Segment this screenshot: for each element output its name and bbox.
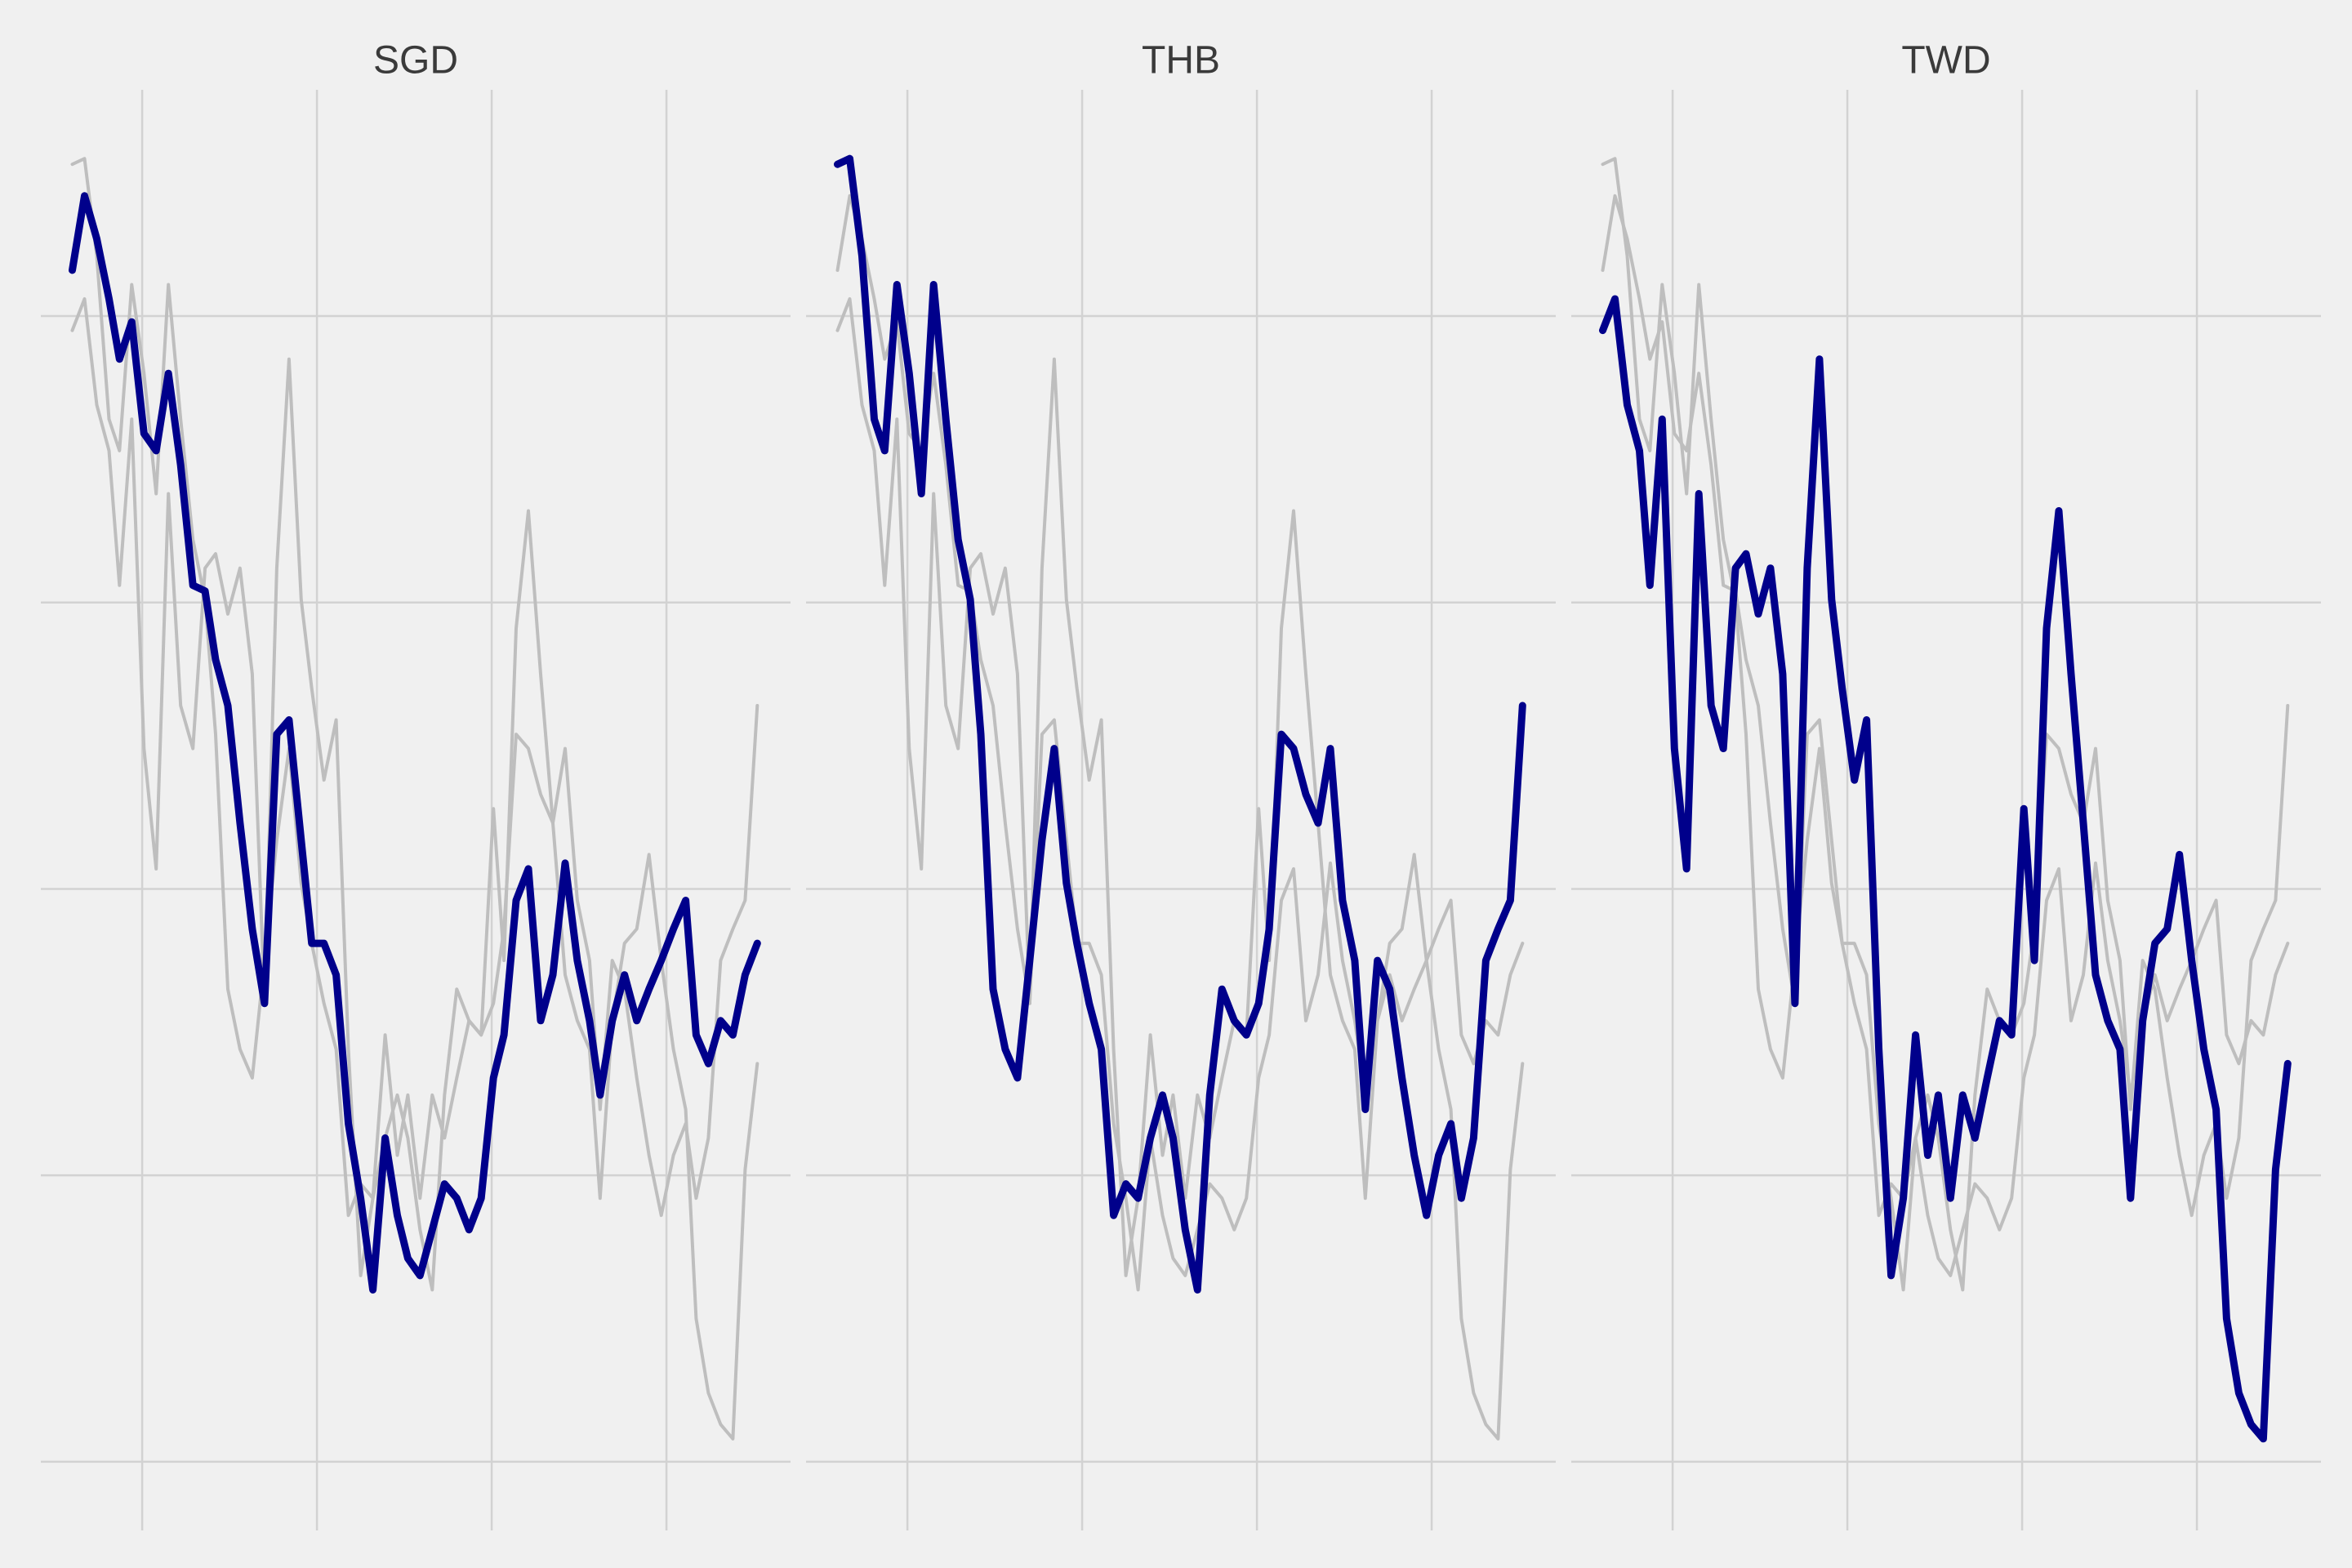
context-line — [1601, 157, 2290, 1292]
highlight-line — [69, 192, 761, 1294]
highlight-line — [834, 154, 1526, 1294]
panel-title: SGD — [373, 39, 458, 82]
panel-title: THB — [1142, 39, 1220, 82]
context-line — [1601, 194, 2290, 1292]
highlight-line — [1599, 295, 2292, 1443]
panel: SGD — [41, 39, 791, 1530]
context-line — [70, 157, 760, 1292]
panel: THB — [806, 39, 1556, 1530]
context-line — [835, 297, 1525, 1441]
panel-title: TWD — [1901, 39, 1990, 82]
panel: TWD — [1571, 39, 2321, 1530]
context-line — [70, 297, 760, 1441]
context-line — [835, 194, 1525, 1292]
